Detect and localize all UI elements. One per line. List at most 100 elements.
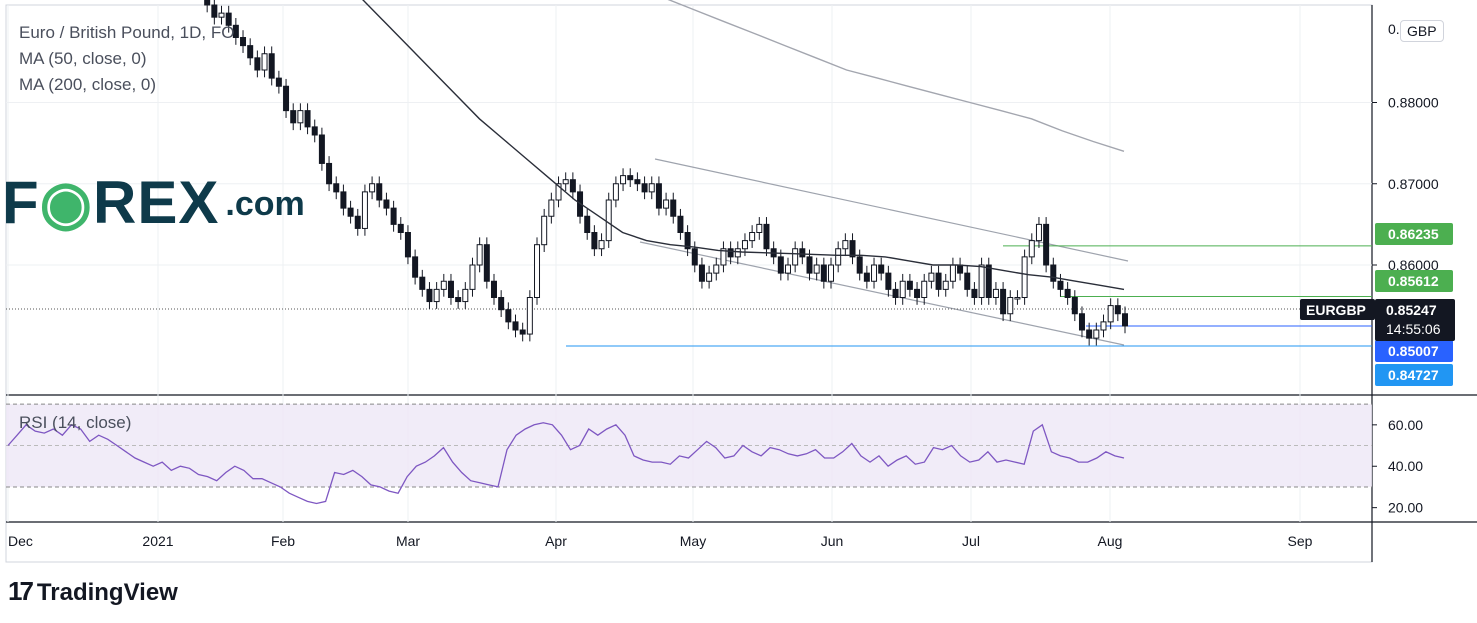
candle-body (684, 232, 691, 250)
candle-body (734, 248, 741, 258)
candle-body (440, 280, 447, 290)
logo-o-icon: ◉ (39, 169, 94, 236)
x-tick-label: Mar (396, 533, 420, 549)
x-tick-label: Sep (1288, 533, 1313, 549)
candle-body (534, 244, 541, 298)
candle-body (455, 297, 462, 303)
candle-body (376, 183, 383, 201)
candle-body (813, 264, 820, 274)
candle-body (433, 288, 440, 303)
candle-body (261, 53, 268, 71)
candle-body (1064, 288, 1071, 298)
candle-body (878, 264, 885, 274)
candle-body (404, 232, 411, 258)
candle-body (612, 183, 619, 201)
candle-body (361, 191, 368, 229)
candle-body (225, 12, 232, 26)
candle-body (347, 207, 354, 217)
candle-body (290, 110, 297, 124)
candle-body (777, 256, 784, 274)
candle-body (254, 57, 261, 71)
channel-upper-line (654, 158, 1129, 262)
candle-body (369, 183, 376, 193)
x-tick-label: May (680, 533, 706, 549)
candle-body (784, 264, 791, 274)
candle-body (562, 179, 569, 185)
candle-body (892, 288, 899, 298)
candle-body (985, 264, 992, 298)
candle-body (641, 183, 648, 193)
candle-body (1007, 297, 1014, 315)
candle-body (871, 264, 878, 282)
tradingview-logo: 17 TradingView (8, 576, 178, 607)
rsi-y-tick-label: 60.00 (1388, 417, 1423, 433)
candle-body (462, 288, 469, 303)
candle-body (512, 321, 519, 331)
candle-body (490, 280, 497, 298)
candle-body (1078, 313, 1085, 331)
ma200-legend: MA (200, close, 0) (19, 75, 157, 94)
candle-body (548, 199, 555, 217)
candle-body (1028, 240, 1035, 258)
x-tick-label: Jul (962, 533, 980, 549)
candle-body (949, 264, 956, 282)
candle-body (720, 248, 727, 266)
candle-body (763, 223, 770, 250)
candle-body (340, 191, 347, 209)
candle-body (333, 183, 340, 193)
candle-body (419, 276, 426, 290)
candle-body (1021, 256, 1028, 298)
x-tick-label: Apr (545, 533, 567, 549)
price-tag-0-84727: 0.84727 (1388, 367, 1439, 383)
logo-rest: REX (93, 169, 220, 236)
candle-body (268, 53, 275, 79)
candle-body (906, 280, 913, 290)
candle-body (383, 199, 390, 209)
candle-body (885, 272, 892, 290)
x-tick-label: Feb (271, 533, 295, 549)
candle-body (1000, 288, 1007, 315)
candle-body (634, 179, 641, 185)
candle-body (1122, 313, 1128, 327)
price-tag-0-86235: 0.86235 (1388, 226, 1439, 242)
candle-body (283, 85, 290, 112)
candle-body (828, 264, 835, 282)
candle-body (863, 272, 870, 282)
candle-body (1035, 223, 1042, 242)
ma200-line (667, 0, 1125, 152)
y-tick-label: 0.87000 (1388, 176, 1439, 192)
candle-body (275, 77, 282, 87)
candle-body (849, 240, 856, 258)
candle-body (620, 175, 627, 185)
candle-body (555, 183, 562, 201)
candle-body (935, 272, 942, 290)
candle-body (1057, 280, 1064, 290)
candle-body (1086, 329, 1093, 339)
candle-body (505, 309, 512, 323)
candle-body (204, 0, 211, 6)
rsi-y-tick-label: 40.00 (1388, 458, 1423, 474)
currency-badge[interactable]: GBP (1400, 20, 1444, 42)
candle-body (978, 264, 985, 298)
candle-body (483, 244, 490, 282)
candle-body (957, 264, 964, 274)
candle-body (820, 264, 827, 282)
candle-body (311, 126, 318, 136)
candle-body (318, 134, 325, 164)
candle-body (971, 288, 978, 298)
candle-body (756, 223, 763, 233)
candle-body (304, 110, 311, 128)
candle-body (584, 215, 591, 233)
candle-body (835, 248, 842, 266)
candle-body (591, 232, 598, 250)
candle-body (1100, 321, 1107, 331)
ma50-legend: MA (50, close, 0) (19, 49, 147, 68)
candle-body (964, 272, 971, 290)
candle-body (670, 199, 677, 217)
y-tick-label: 0.88000 (1388, 95, 1439, 111)
candle-body (792, 248, 799, 266)
candle-body (663, 199, 670, 209)
candle-body (247, 45, 254, 59)
